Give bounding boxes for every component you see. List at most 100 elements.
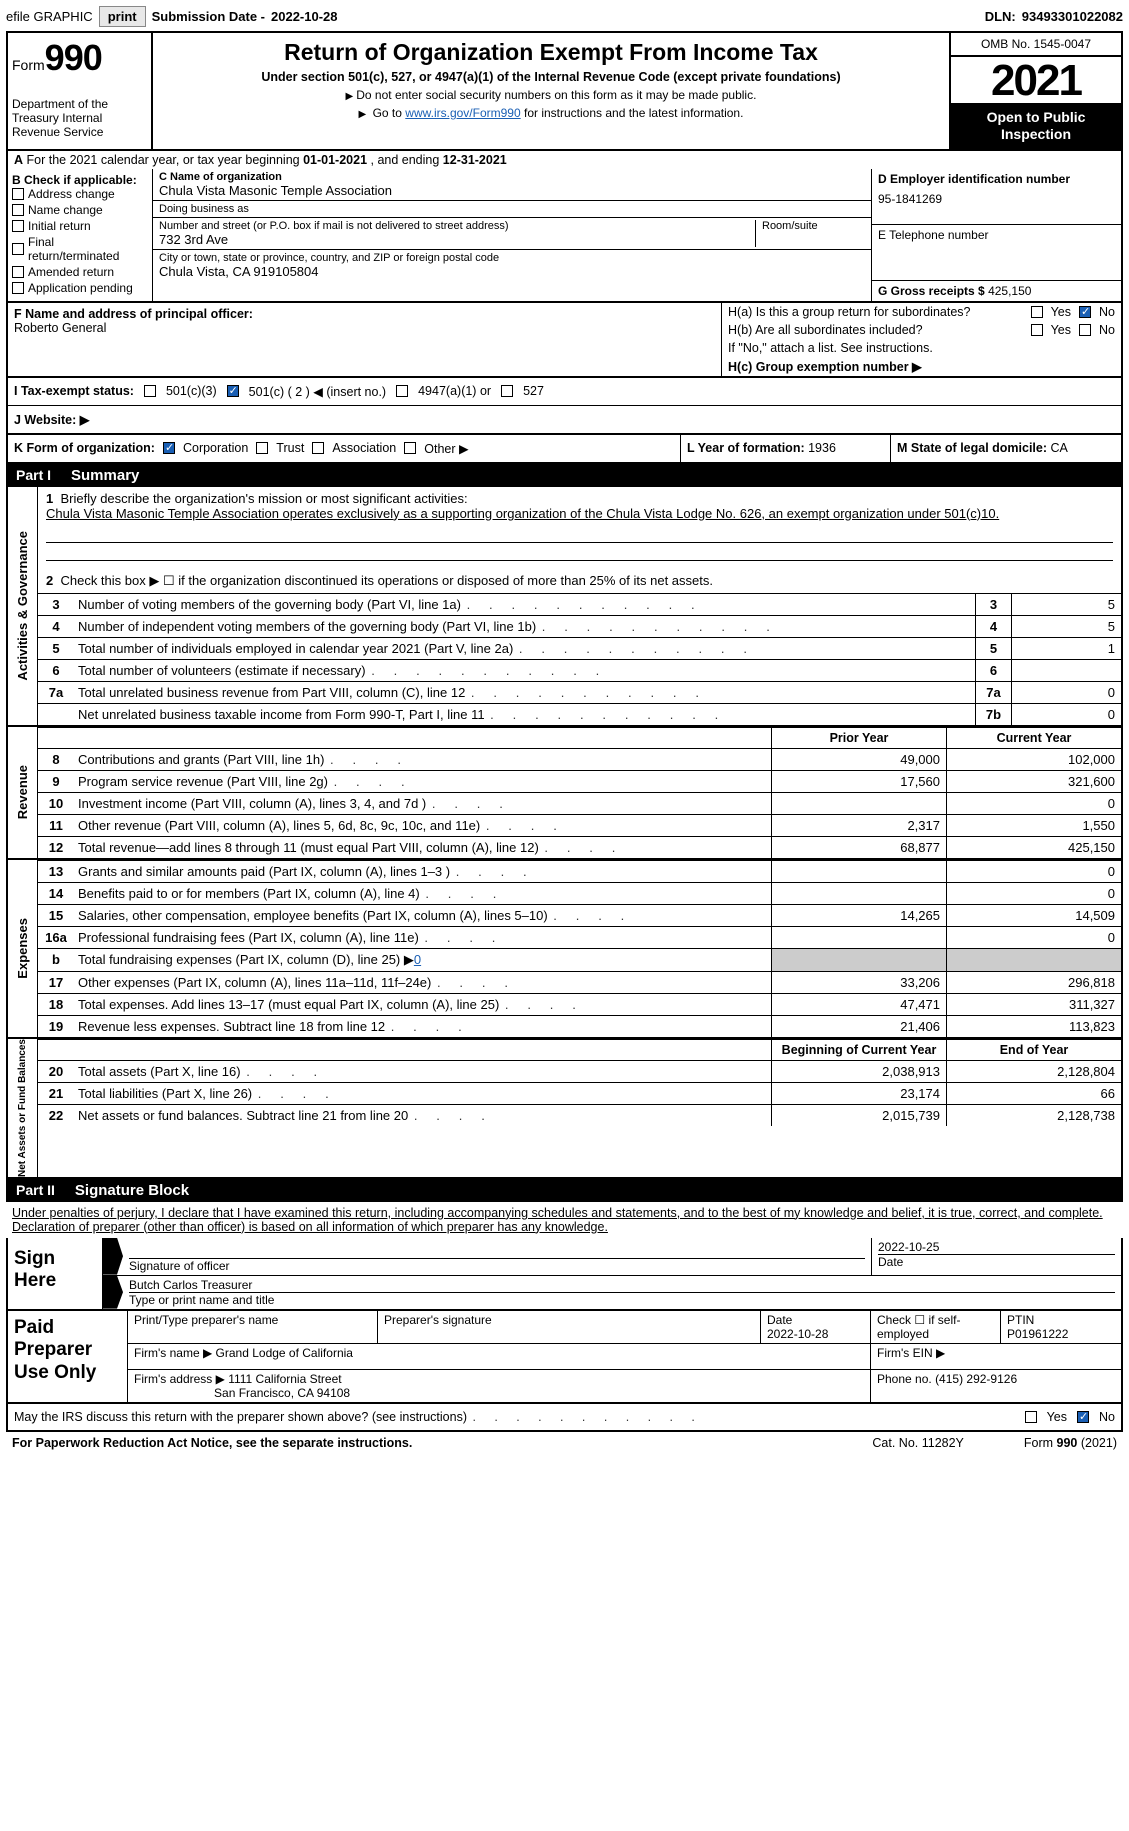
- line10-cy: 0: [946, 793, 1121, 814]
- firm-phone-label: Phone no.: [877, 1372, 935, 1386]
- officer-name-title: Butch Carlos Treasurer: [129, 1278, 1115, 1292]
- chk-4947[interactable]: [396, 385, 408, 397]
- line11-desc: Other revenue (Part VIII, column (A), li…: [74, 815, 771, 836]
- lbl-final-return: Final return/terminated: [28, 235, 148, 263]
- hb-label: H(b) Are all subordinates included?: [728, 323, 1031, 337]
- lineb-py: [771, 949, 946, 971]
- lbl-corporation: Corporation: [183, 441, 248, 455]
- vlabel-revenue: Revenue: [15, 765, 30, 819]
- line12-py: 68,877: [771, 837, 946, 858]
- chk-name-change[interactable]: [12, 204, 24, 216]
- ein-label: D Employer identification number: [878, 172, 1115, 186]
- line16a-desc: Professional fundraising fees (Part IX, …: [74, 927, 771, 948]
- line20-desc: Total assets (Part X, line 16): [74, 1061, 771, 1082]
- chk-amended-return[interactable]: [12, 266, 24, 278]
- lbl-527: 527: [523, 384, 544, 398]
- hb-note: If "No," attach a list. See instructions…: [728, 341, 933, 355]
- prep-date: 2022-10-28: [767, 1327, 828, 1341]
- lbl-amended-return: Amended return: [28, 265, 114, 279]
- hdr-boy: Beginning of Current Year: [771, 1040, 946, 1060]
- room-label: Room/suite: [762, 220, 865, 232]
- officer-name: Roberto General: [14, 321, 715, 335]
- chk-trust[interactable]: [256, 442, 268, 454]
- chk-application-pending[interactable]: [12, 282, 24, 294]
- line5-desc: Total number of individuals employed in …: [74, 638, 975, 659]
- chk-hb-no[interactable]: [1079, 324, 1091, 336]
- row-l-value: 1936: [808, 441, 836, 455]
- part1-num: Part I: [6, 464, 61, 486]
- chk-527[interactable]: [501, 385, 513, 397]
- line17-cy: 296,818: [946, 972, 1121, 993]
- dln-label: DLN:: [985, 9, 1016, 24]
- line11-py: 2,317: [771, 815, 946, 836]
- chk-initial-return[interactable]: [12, 220, 24, 232]
- line18-cy: 311,327: [946, 994, 1121, 1015]
- cat-number: Cat. No. 11282Y: [872, 1436, 964, 1450]
- blank-line-1: [46, 527, 1113, 543]
- line9-cy: 321,600: [946, 771, 1121, 792]
- gross-value: 425,150: [988, 284, 1031, 298]
- city-value: Chula Vista, CA 919105804: [159, 264, 865, 279]
- sig-date-label: Date: [878, 1254, 1115, 1269]
- efile-label: efile GRAPHIC: [6, 9, 93, 24]
- chk-final-return[interactable]: [12, 243, 24, 255]
- line22-py: 2,015,739: [771, 1105, 946, 1126]
- chk-address-change[interactable]: [12, 188, 24, 200]
- line3-val: 5: [1011, 594, 1121, 615]
- chk-ha-no[interactable]: [1079, 306, 1091, 318]
- line7a-desc: Total unrelated business revenue from Pa…: [74, 682, 975, 703]
- arrow-icon: [103, 1238, 123, 1275]
- lbl-501c: 501(c) ( 2 ) ◀ (insert no.): [249, 384, 386, 399]
- prep-h1: Print/Type preparer's name: [128, 1311, 378, 1343]
- ptin-label: PTIN: [1007, 1313, 1034, 1327]
- irs-link[interactable]: www.irs.gov/Form990: [405, 106, 520, 120]
- chk-discuss-yes[interactable]: [1025, 1411, 1037, 1423]
- hdr-prior-year: Prior Year: [771, 728, 946, 748]
- chk-corporation[interactable]: [163, 442, 175, 454]
- line16a-cy: 0: [946, 927, 1121, 948]
- line14-cy: 0: [946, 883, 1121, 904]
- chk-hb-yes[interactable]: [1031, 324, 1043, 336]
- chk-501c[interactable]: [227, 385, 239, 397]
- line19-desc: Revenue less expenses. Subtract line 18 …: [74, 1016, 771, 1037]
- line4-desc: Number of independent voting members of …: [74, 616, 975, 637]
- line1-label: Briefly describe the organization's miss…: [60, 491, 467, 506]
- line19-py: 21,406: [771, 1016, 946, 1037]
- line7a-val: 0: [1011, 682, 1121, 703]
- line11-cy: 1,550: [946, 815, 1121, 836]
- row-j-label: J Website: ▶: [14, 412, 89, 427]
- line4-val: 5: [1011, 616, 1121, 637]
- line19-cy: 113,823: [946, 1016, 1121, 1037]
- line13-cy: 0: [946, 861, 1121, 882]
- form-subtitle-1: Under section 501(c), 527, or 4947(a)(1)…: [163, 70, 939, 84]
- chk-discuss-no[interactable]: [1077, 1411, 1089, 1423]
- hc-label: H(c) Group exemption number ▶: [728, 359, 922, 374]
- form-word: Form: [12, 57, 45, 73]
- prep-date-label: Date: [767, 1313, 792, 1327]
- form-title: Return of Organization Exempt From Incom…: [163, 39, 939, 66]
- vlabel-netassets: Net Assets or Fund Balances: [17, 1039, 28, 1177]
- row-i-label: I Tax-exempt status:: [14, 384, 134, 398]
- chk-ha-yes[interactable]: [1031, 306, 1043, 318]
- line15-py: 14,265: [771, 905, 946, 926]
- hdr-current-year: Current Year: [946, 728, 1121, 748]
- line8-py: 49,000: [771, 749, 946, 770]
- line6-desc: Total number of volunteers (estimate if …: [74, 660, 975, 681]
- lbl-name-change: Name change: [28, 203, 103, 217]
- chk-501c3[interactable]: [144, 385, 156, 397]
- lbl-no: No: [1099, 305, 1115, 319]
- line10-desc: Investment income (Part VIII, column (A)…: [74, 793, 771, 814]
- print-button[interactable]: print: [99, 6, 146, 27]
- pra-notice: For Paperwork Reduction Act Notice, see …: [12, 1436, 412, 1450]
- chk-other[interactable]: [404, 442, 416, 454]
- line5-val: 1: [1011, 638, 1121, 659]
- ein-value: 95-1841269: [878, 192, 1115, 206]
- ptin-value: P01961222: [1007, 1327, 1068, 1341]
- prep-h2: Preparer's signature: [378, 1311, 761, 1343]
- firm-phone: (415) 292-9126: [935, 1372, 1017, 1386]
- chk-association[interactable]: [312, 442, 324, 454]
- line2-text: Check this box ▶ ☐ if the organization d…: [60, 573, 713, 588]
- firm-addr-label: Firm's address ▶: [134, 1372, 228, 1386]
- lbl-initial-return: Initial return: [28, 219, 91, 233]
- ha-label: H(a) Is this a group return for subordin…: [728, 305, 1031, 319]
